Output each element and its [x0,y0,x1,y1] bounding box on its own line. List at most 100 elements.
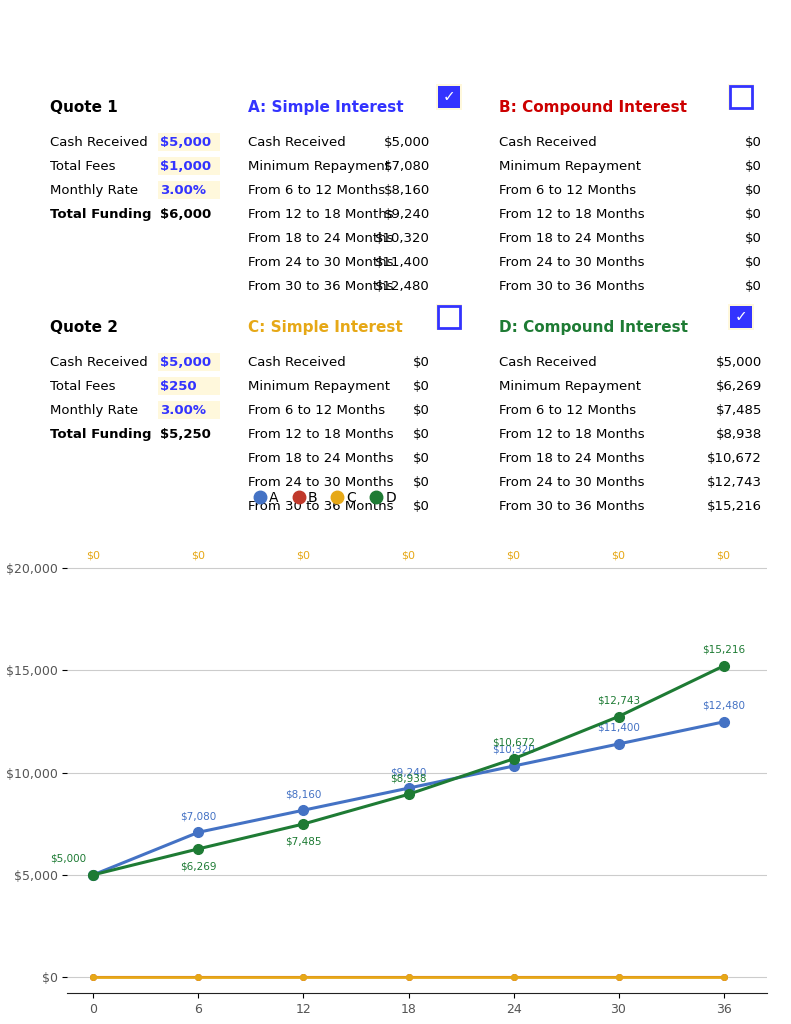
Text: $0: $0 [413,380,430,393]
Text: $0: $0 [413,404,430,417]
C [614,971,623,983]
Text: $0: $0 [745,160,762,173]
A [403,782,413,795]
Text: $10,320: $10,320 [375,232,430,245]
Text: $12,480: $12,480 [375,280,430,293]
Text: $8,160: $8,160 [384,184,430,197]
Text: Cash Received: Cash Received [50,136,148,150]
Text: From 24 to 30 Months: From 24 to 30 Months [499,476,645,489]
Text: $5,000: $5,000 [160,356,211,369]
Text: $7,080: $7,080 [384,160,430,173]
Text: $0: $0 [745,184,762,197]
C [403,971,413,983]
Text: $0: $0 [297,550,311,560]
B [509,971,518,983]
C [509,971,518,983]
B [299,971,308,983]
A [614,738,623,751]
Text: $0: $0 [413,356,430,369]
Text: From 6 to 12 Months: From 6 to 12 Months [248,404,385,417]
Text: $10,672: $10,672 [492,737,535,748]
D [89,868,98,881]
Bar [158,353,220,371]
Text: $0: $0 [745,232,762,245]
Text: $9,240: $9,240 [384,208,430,221]
Bar [438,306,460,328]
Text: Quote 2: Quote 2 [50,319,118,335]
Text: $5,000: $5,000 [716,356,762,369]
Text: $11,400: $11,400 [597,723,640,733]
Text: $9,240: $9,240 [390,767,426,777]
Text: From 12 to 18 Months: From 12 to 18 Months [248,428,394,441]
Text: Minimum Repayment: Minimum Repayment [248,380,390,393]
Text: From 24 to 30 Months: From 24 to 30 Months [248,476,393,489]
Line: A: A [89,717,729,880]
Text: $11,400: $11,400 [375,256,430,269]
Text: 3.00%: 3.00% [160,404,206,417]
Bar [158,377,220,395]
Text: $7,485: $7,485 [716,404,762,417]
Text: From 6 to 12 Months: From 6 to 12 Months [499,184,636,197]
Text: From 24 to 30 Months: From 24 to 30 Months [248,256,393,269]
Text: Monthly Rate: Monthly Rate [50,404,138,417]
Text: A: Simple Interest: A: Simple Interest [248,100,403,115]
B [719,971,729,983]
C [719,971,729,983]
Text: From 30 to 36 Months: From 30 to 36 Months [248,500,393,513]
A [194,826,203,839]
D [299,818,308,830]
Text: $8,938: $8,938 [716,428,762,441]
Legend: A, B, C, D: A, B, C, D [251,485,402,510]
B [614,971,623,983]
Bar [158,401,220,419]
Text: $0: $0 [506,550,520,560]
D [403,788,413,801]
Line: B: B [91,974,726,980]
Text: Total Fees: Total Fees [50,380,115,393]
Text: $1,000: $1,000 [160,160,211,173]
Text: $7,485: $7,485 [286,837,322,846]
Text: $7,080: $7,080 [180,811,217,821]
B [194,971,203,983]
D [509,753,518,765]
Text: $5,000: $5,000 [384,136,430,150]
Text: $0: $0 [413,428,430,441]
C [299,971,308,983]
Text: $0: $0 [611,550,626,560]
D [614,711,623,723]
Text: From 12 to 18 Months: From 12 to 18 Months [248,208,394,221]
Text: $0: $0 [413,452,430,465]
Text: $15,216: $15,216 [707,500,762,513]
Text: $6,000: $6,000 [160,208,211,221]
A [719,716,729,728]
Line: C: C [91,974,726,980]
Bar [730,306,752,328]
Text: $5,000: $5,000 [160,136,211,150]
Text: D: Compound Interest: D: Compound Interest [499,319,688,335]
Text: From 12 to 18 Months: From 12 to 18 Months [499,428,645,441]
Text: From 18 to 24 Months: From 18 to 24 Months [248,232,393,245]
Text: $0: $0 [745,208,762,221]
Text: From 30 to 36 Months: From 30 to 36 Months [248,280,393,293]
Text: $0: $0 [413,500,430,513]
A [299,804,308,816]
Text: Cash Received: Cash Received [248,136,346,150]
Bar [436,84,462,110]
Bar [730,86,752,108]
Text: B: Compound Interest: B: Compound Interest [499,100,687,115]
Text: ✓: ✓ [735,309,747,325]
Bar [438,86,460,108]
Text: $0: $0 [191,550,206,560]
Text: From 24 to 30 Months: From 24 to 30 Months [499,256,645,269]
Bar [158,157,220,175]
Text: Minimum Repayment: Minimum Repayment [499,380,641,393]
Text: $0: $0 [745,136,762,150]
B [403,971,413,983]
Text: Quote 1: Quote 1 [50,100,118,115]
Text: $0: $0 [86,550,100,560]
Bar [436,304,462,330]
Text: Total Fees: Total Fees [50,160,115,173]
D [194,843,203,855]
Text: $10,672: $10,672 [707,452,762,465]
C [89,971,98,983]
